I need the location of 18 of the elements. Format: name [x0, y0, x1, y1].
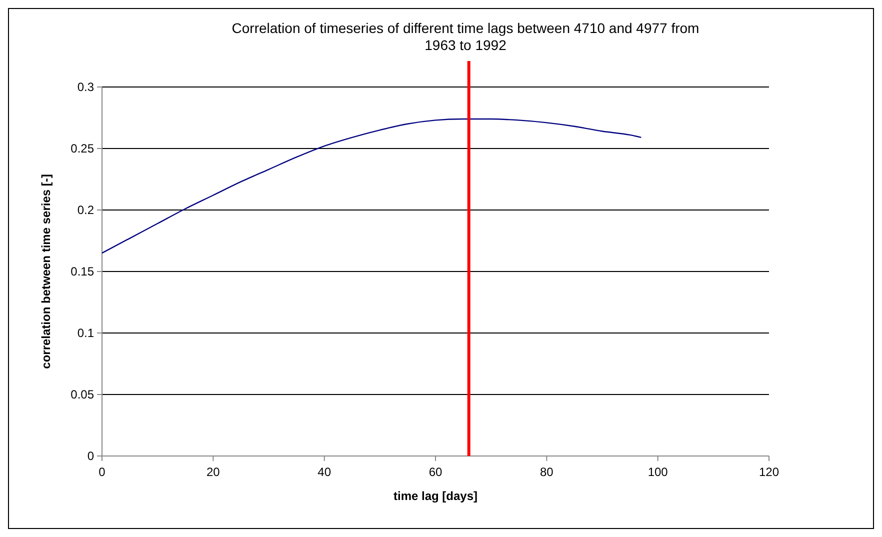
- y-axis-title: correlation between time series [-]: [39, 174, 53, 369]
- y-tick-label: 0.3: [77, 80, 94, 94]
- x-tick-label: 0: [98, 465, 106, 479]
- y-tick-label: 0.1: [77, 326, 94, 340]
- x-tick-label: 40: [318, 465, 332, 479]
- chart-title: Correlation of timeseries of different time lags between 4710 and 4977 from 1963 to 1992: [232, 20, 700, 53]
- x-tick-label: 20: [206, 465, 220, 479]
- y-tick-label: 0.05: [70, 388, 94, 402]
- x-axis-title: time lag [days]: [393, 489, 478, 503]
- line-series: [101, 118, 642, 254]
- y-tick-label: 0.15: [70, 264, 94, 279]
- x-tick-label: 100: [648, 465, 668, 479]
- x-tick-label: 80: [540, 465, 554, 479]
- y-tick-label: 0: [87, 449, 94, 464]
- x-tick-label: 120: [758, 465, 780, 479]
- y-tick-label: 0.25: [70, 142, 94, 156]
- x-tick-label: 60: [428, 465, 442, 479]
- y-tick-label: 0.2: [77, 203, 94, 218]
